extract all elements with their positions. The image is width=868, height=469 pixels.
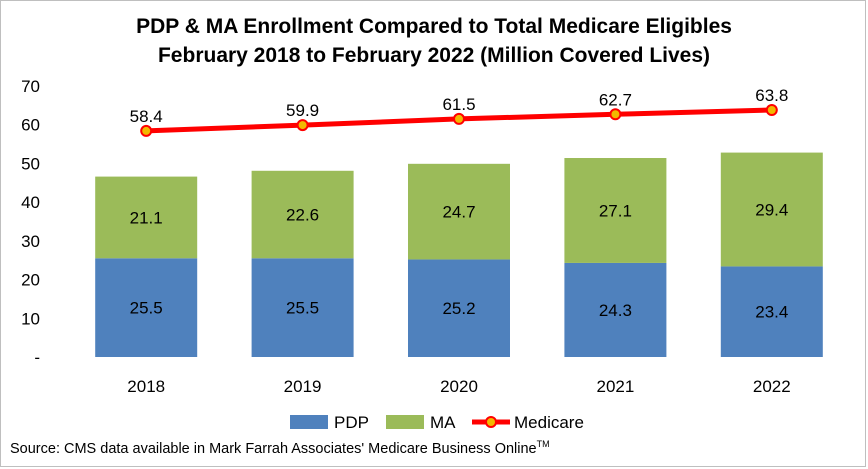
chart-title-line2: February 2018 to February 2022 (Million … bbox=[157, 44, 711, 67]
bar-pdp-2019 bbox=[251, 258, 354, 357]
bar-pdp-2021 bbox=[564, 262, 667, 357]
data-label-ma-2018: 21.1 bbox=[130, 208, 163, 227]
bar-labels: 25.5 21.1 25.5 22.6 25.2 24.7 24.3 27.1 23.4 29.4 bbox=[130, 200, 789, 321]
medicare-marker-2018 bbox=[140, 124, 153, 137]
x-axis: 2018 2019 2020 2021 2022 bbox=[127, 377, 790, 396]
data-label-medicare-2022: 63.8 bbox=[755, 86, 788, 105]
medicare-marker-2022 bbox=[765, 104, 778, 117]
y-tick-label: 60 bbox=[21, 116, 40, 135]
data-label-pdp-2019: 25.5 bbox=[286, 299, 319, 318]
data-label-pdp-2022: 23.4 bbox=[755, 303, 788, 322]
y-tick-label: 20 bbox=[21, 271, 40, 290]
medicare-marker-2021 bbox=[609, 108, 622, 121]
data-label-pdp-2021: 24.3 bbox=[599, 301, 632, 320]
source-text: Source: CMS data available in Mark Farra… bbox=[10, 440, 537, 457]
x-tick-label: 2019 bbox=[284, 377, 322, 396]
chart-title-line1: PDP & MA Enrollment Compared to Total Me… bbox=[136, 15, 732, 38]
y-axis: - 10 20 30 40 50 60 70 bbox=[21, 77, 40, 367]
legend: PDP MA Medicare bbox=[290, 413, 584, 432]
y-tick-label: - bbox=[34, 348, 40, 367]
data-label-ma-2019: 22.6 bbox=[286, 206, 319, 225]
data-label-medicare-2018: 58.4 bbox=[130, 107, 163, 126]
y-tick-label: 40 bbox=[21, 193, 40, 212]
trademark-symbol: TM bbox=[536, 439, 550, 449]
data-label-medicare-2019: 59.9 bbox=[286, 101, 319, 120]
data-label-ma-2020: 24.7 bbox=[442, 203, 475, 222]
data-label-ma-2022: 29.4 bbox=[755, 200, 788, 219]
x-tick-label: 2022 bbox=[753, 377, 791, 396]
x-tick-label: 2020 bbox=[440, 377, 478, 396]
data-label-medicare-2021: 62.7 bbox=[599, 90, 632, 109]
y-tick-label: 50 bbox=[21, 154, 40, 173]
medicare-marker-2019 bbox=[296, 119, 309, 132]
legend-label-ma: MA bbox=[430, 413, 456, 432]
y-tick-label: 10 bbox=[21, 309, 40, 328]
data-label-ma-2021: 27.1 bbox=[599, 201, 632, 220]
data-label-medicare-2020: 61.5 bbox=[442, 95, 475, 114]
data-label-pdp-2020: 25.2 bbox=[442, 299, 475, 318]
bar-ma-2022 bbox=[720, 152, 823, 267]
x-tick-label: 2021 bbox=[596, 377, 634, 396]
bar-ma-2018 bbox=[95, 176, 198, 259]
legend-marker-medicare bbox=[485, 416, 497, 428]
bars bbox=[95, 152, 823, 357]
legend-swatch-pdp bbox=[290, 415, 328, 429]
data-label-pdp-2018: 25.5 bbox=[130, 299, 163, 318]
x-tick-label: 2018 bbox=[127, 377, 165, 396]
bar-ma-2019 bbox=[251, 170, 354, 259]
bar-pdp-2022 bbox=[720, 266, 823, 357]
bar-ma-2021 bbox=[564, 158, 667, 263]
y-tick-label: 70 bbox=[21, 77, 40, 96]
bar-pdp-2020 bbox=[408, 259, 510, 357]
bar-ma-2020 bbox=[408, 163, 510, 260]
legend-label-medicare: Medicare bbox=[514, 413, 584, 432]
legend-swatch-ma bbox=[386, 415, 424, 429]
bar-pdp-2018 bbox=[95, 258, 198, 357]
medicare-line-layer: 58.4 59.9 61.5 62.7 63.8 bbox=[130, 86, 788, 137]
source-note: Source: CMS data available in Mark Farra… bbox=[10, 439, 550, 457]
chart-title: PDP & MA Enrollment Compared to Total Me… bbox=[0, 12, 868, 70]
legend-label-pdp: PDP bbox=[334, 413, 369, 432]
medicare-marker-2020 bbox=[453, 112, 465, 125]
y-tick-label: 30 bbox=[21, 232, 40, 251]
